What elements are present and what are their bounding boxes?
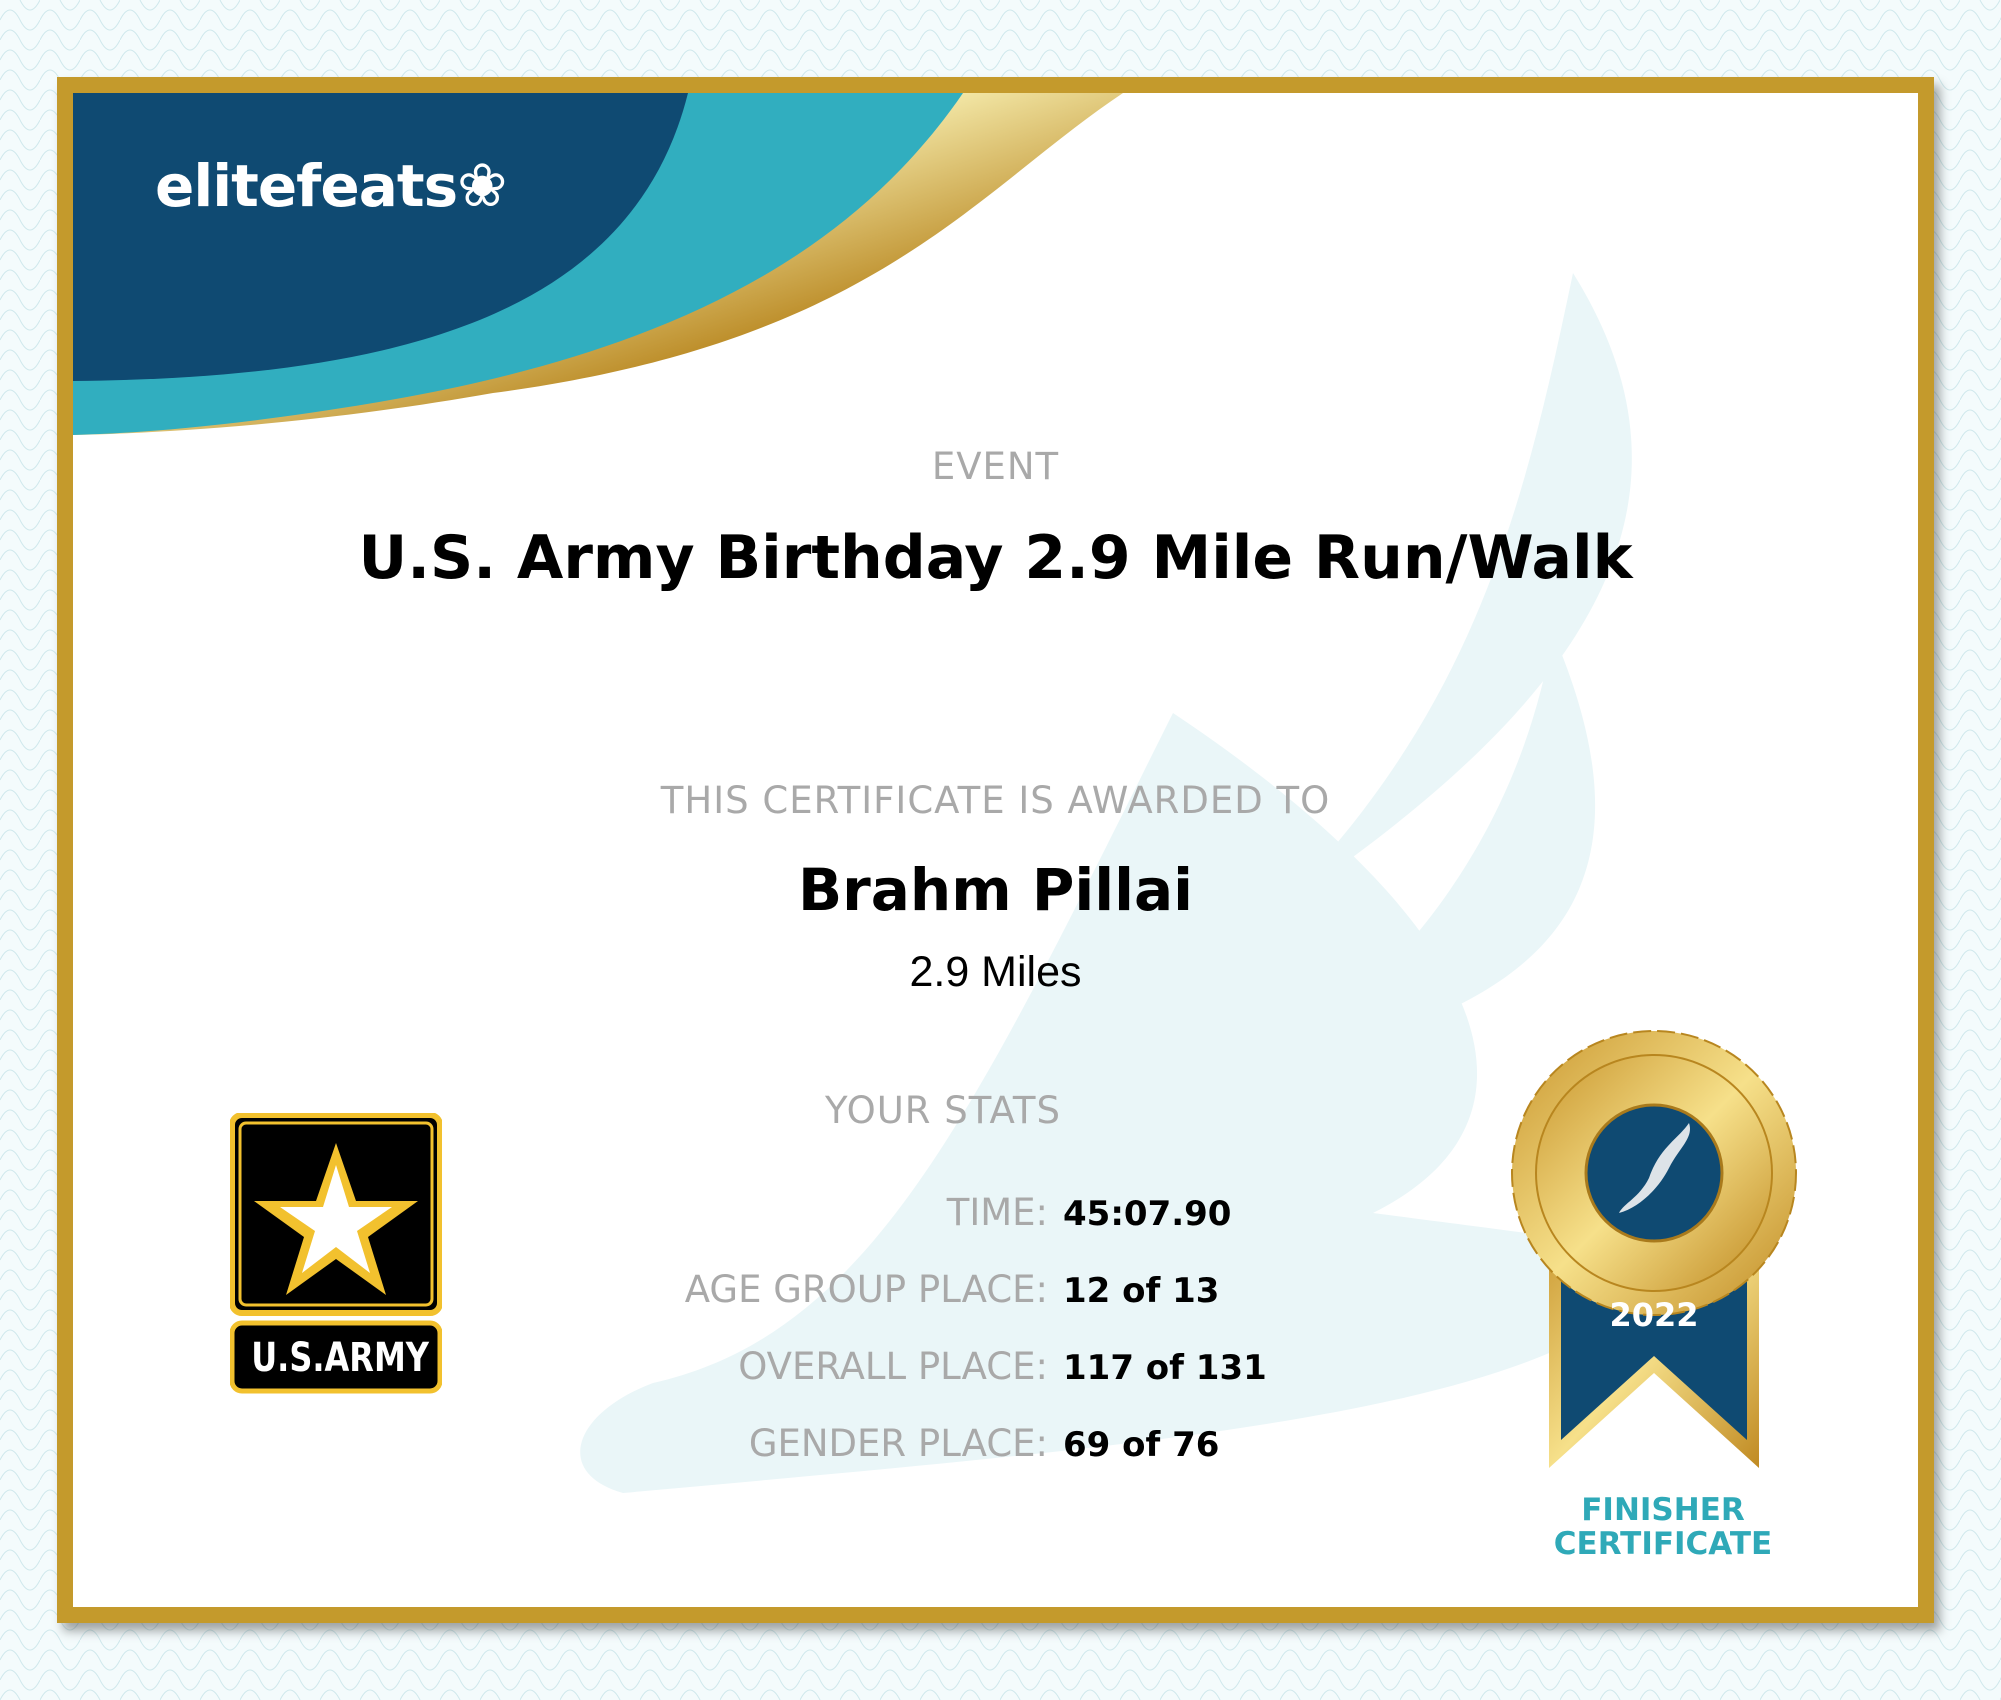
stat-label: OVERALL PLACE: [738, 1345, 1048, 1388]
header-swoosh [73, 93, 1123, 435]
stat-row-overall: OVERALL PLACE: 117 of 131 [73, 1345, 1918, 1395]
elitefeats-logo: elitefeats❀ [155, 151, 507, 221]
stat-row-time: TIME: 45:07.90 [73, 1191, 1918, 1241]
awarded-to-label: THIS CERTIFICATE IS AWARDED TO [660, 779, 1331, 822]
star-icon [229, 1112, 443, 1394]
stat-value: 12 of 13 [1063, 1271, 1220, 1311]
stat-value: 69 of 76 [1063, 1425, 1220, 1465]
logo-text: elitefeats [155, 152, 458, 220]
stat-label: TIME: [946, 1191, 1048, 1234]
stat-label: GENDER PLACE: [748, 1422, 1048, 1465]
winged-foot-watermark-icon [580, 273, 1673, 1493]
finisher-label: FINISHER [1581, 1492, 1745, 1528]
event-title: U.S. Army Birthday 2.9 Mile Run/Walk [358, 523, 1633, 593]
stats-title: YOUR STATS [825, 1089, 1061, 1132]
us-army-logo: U.S.ARMY [229, 1112, 443, 1399]
recipient-name: Brahm Pillai [797, 856, 1194, 924]
stat-value: 45:07.90 [1063, 1194, 1232, 1234]
winged-foot-icon [1619, 1123, 1690, 1213]
certificate-label: CERTIFICATE [1553, 1526, 1773, 1562]
event-label: EVENT [931, 445, 1060, 488]
finisher-badge: 2022 [1509, 1028, 1799, 1482]
badge-year: 2022 [1609, 1296, 1699, 1334]
winged-foot-icon: ❀ [457, 151, 507, 221]
army-wordmark: U.S.ARMY [251, 1335, 429, 1381]
distance: 2.9 Miles [909, 948, 1082, 996]
certificate-frame: elitefeats❀ EVENT U.S. Army Birthday 2.9… [57, 77, 1934, 1623]
stat-value: 117 of 131 [1063, 1348, 1267, 1388]
stat-row-gender: GENDER PLACE: 69 of 76 [73, 1422, 1918, 1472]
stat-label: AGE GROUP PLACE: [684, 1268, 1048, 1311]
stat-row-age-group: AGE GROUP PLACE: 12 of 13 [73, 1268, 1918, 1318]
